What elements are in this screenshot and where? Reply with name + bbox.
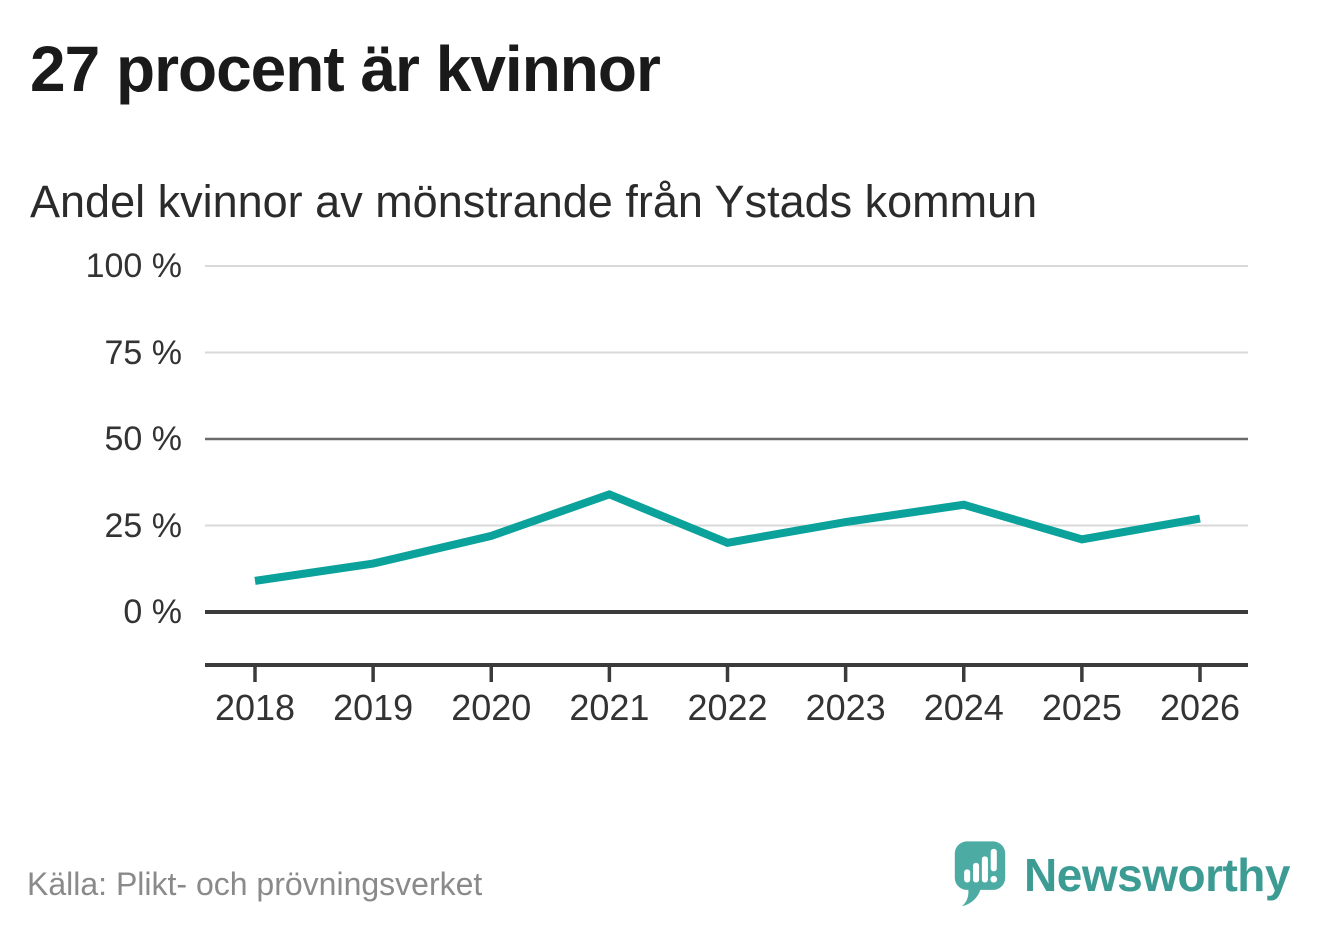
brand-lockup: Newsworthy (952, 838, 1290, 912)
x-axis-label-2021: 2021 (569, 687, 650, 728)
x-axis-label-2024: 2024 (923, 687, 1004, 728)
x-axis-label-2026: 2026 (1159, 687, 1241, 728)
y-axis-label-0: 0 % (123, 593, 182, 631)
x-axis-label-2022: 2022 (687, 687, 768, 728)
y-axis-label-75: 75 % (104, 333, 183, 372)
x-axis-label-2023: 2023 (805, 687, 886, 728)
x-axis-label-2019: 2019 (333, 687, 414, 728)
x-axis-label-2020: 2020 (451, 687, 532, 728)
newsworthy-logo-icon (954, 841, 1006, 907)
y-axis-label-50: 50 % (104, 420, 183, 458)
y-axis-label-100: 100 % (85, 247, 182, 285)
x-axis-label-2025: 2025 (1041, 687, 1122, 728)
x-axis-label-2018: 2018 (214, 687, 296, 728)
y-axis-label-25: 25 % (104, 506, 183, 545)
series-line-andel-kvinnor (254, 490, 1201, 585)
brand-name: Newsworthy (1024, 849, 1290, 901)
chart-subtitle: Andel kvinnor av mönstrande från Ystads … (30, 176, 1038, 227)
chart-title: 27 procent är kvinnor (30, 33, 661, 105)
source-note: Källa: Plikt- och prövningsverket (27, 866, 483, 902)
